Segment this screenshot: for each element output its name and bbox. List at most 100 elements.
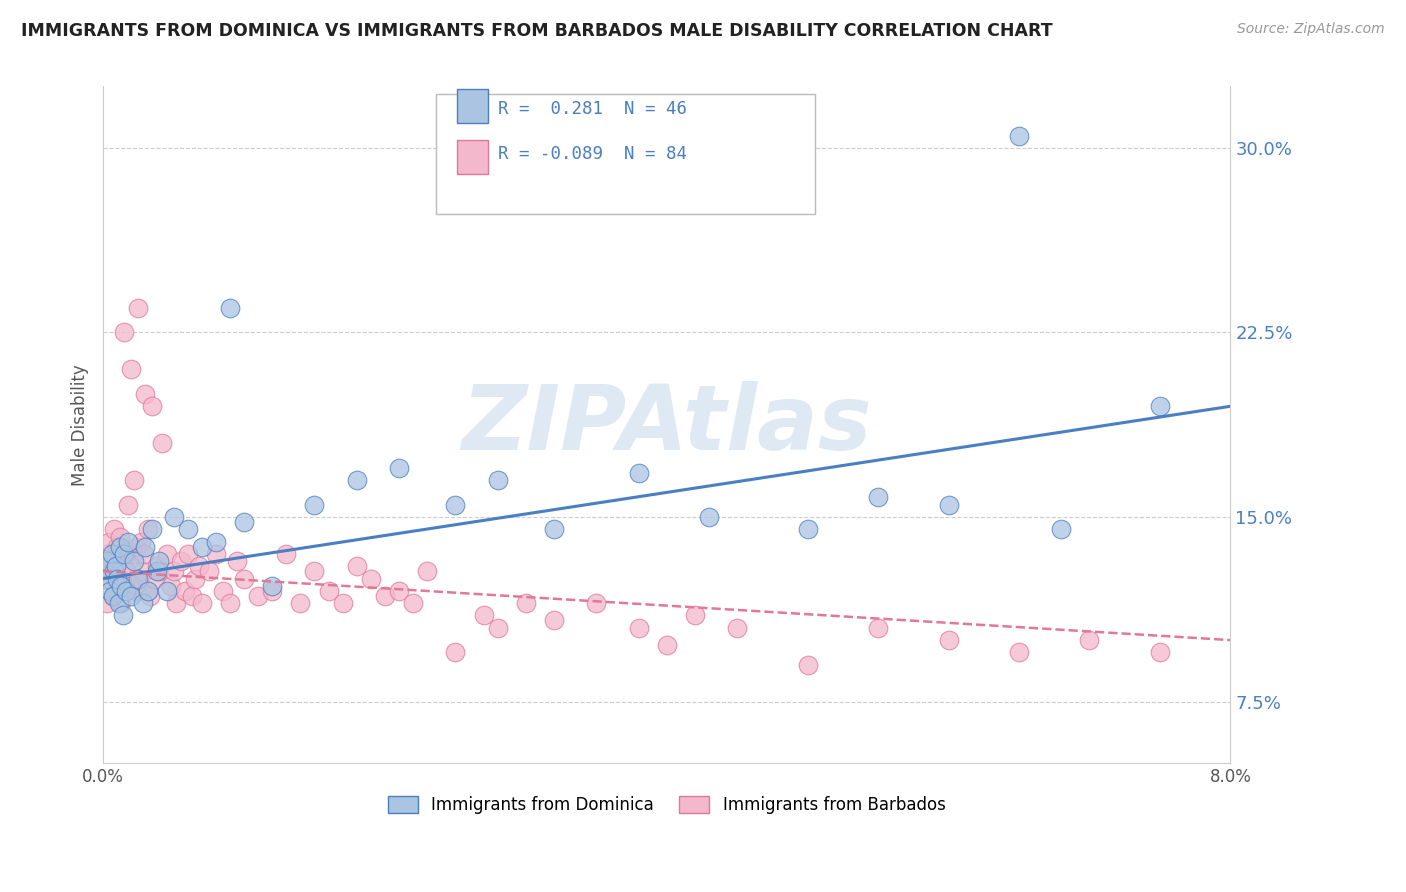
Point — [118, 579, 141, 593]
Point — [120, 589, 142, 603]
Point — [402, 596, 425, 610]
Point — [150, 436, 173, 450]
Point — [486, 621, 509, 635]
Point — [346, 559, 368, 574]
Point — [148, 554, 170, 568]
Point — [180, 589, 202, 603]
Point — [124, 583, 146, 598]
Point — [107, 572, 129, 586]
Point — [110, 579, 132, 593]
Point — [97, 534, 120, 549]
Point — [125, 540, 148, 554]
Text: ZIPAtlas: ZIPAtlas — [461, 381, 872, 468]
Point — [176, 522, 198, 536]
Point — [486, 473, 509, 487]
Point — [145, 559, 167, 574]
Point — [262, 579, 284, 593]
Point — [127, 572, 149, 586]
Point — [96, 596, 118, 610]
Point — [131, 564, 153, 578]
Text: IMMIGRANTS FROM DOMINICA VS IMMIGRANTS FROM BARBADOS MALE DISABILITY CORRELATION: IMMIGRANTS FROM DOMINICA VS IMMIGRANTS F… — [21, 22, 1053, 40]
Point — [247, 589, 270, 603]
Point — [173, 583, 195, 598]
Point — [304, 564, 326, 578]
Point — [101, 589, 124, 603]
Point — [169, 554, 191, 568]
Point — [868, 491, 890, 505]
Point — [938, 633, 960, 648]
Point — [444, 645, 467, 659]
Point — [205, 534, 228, 549]
Point — [290, 596, 312, 610]
Point — [1008, 645, 1031, 659]
Point — [108, 530, 131, 544]
Point — [233, 572, 256, 586]
Point — [796, 522, 818, 536]
Point — [938, 498, 960, 512]
Point — [105, 572, 128, 586]
Point — [127, 301, 149, 315]
Point — [132, 547, 155, 561]
Point — [115, 547, 138, 561]
Point — [93, 564, 115, 578]
Point — [134, 540, 156, 554]
Point — [374, 589, 396, 603]
Point — [135, 583, 157, 598]
Point — [98, 572, 121, 586]
Point — [100, 554, 122, 568]
Point — [122, 473, 145, 487]
Point — [104, 583, 127, 598]
Point — [155, 547, 177, 561]
Point — [212, 583, 235, 598]
Point — [111, 559, 134, 574]
Point — [388, 583, 411, 598]
Point — [205, 547, 228, 561]
Point — [108, 540, 131, 554]
Point — [332, 596, 354, 610]
Point — [304, 498, 326, 512]
Point — [138, 589, 160, 603]
Point — [697, 510, 720, 524]
Point — [94, 547, 117, 561]
Point — [114, 583, 136, 598]
Point — [262, 583, 284, 598]
Point — [98, 583, 121, 598]
Point — [796, 657, 818, 672]
Point — [543, 522, 565, 536]
Point — [141, 399, 163, 413]
Point — [141, 522, 163, 536]
Point — [276, 547, 298, 561]
Point — [117, 498, 139, 512]
Point — [198, 564, 221, 578]
Point — [112, 326, 135, 340]
Point — [136, 583, 159, 598]
Point — [103, 564, 125, 578]
Point — [416, 564, 439, 578]
Point — [162, 564, 184, 578]
Point — [105, 540, 128, 554]
Point — [112, 547, 135, 561]
Point — [111, 608, 134, 623]
Legend: Immigrants from Dominica, Immigrants from Barbados: Immigrants from Dominica, Immigrants fro… — [380, 788, 953, 822]
Point — [165, 596, 187, 610]
Point — [683, 608, 706, 623]
Point — [388, 460, 411, 475]
Point — [868, 621, 890, 635]
Point — [472, 608, 495, 623]
Point — [159, 579, 181, 593]
Point — [1050, 522, 1073, 536]
Point — [233, 515, 256, 529]
Point — [187, 559, 209, 574]
Point — [145, 564, 167, 578]
Point — [110, 596, 132, 610]
Point — [183, 572, 205, 586]
Point — [131, 596, 153, 610]
Point — [1078, 633, 1101, 648]
Point — [121, 547, 143, 561]
Y-axis label: Male Disability: Male Disability — [72, 364, 89, 485]
Point — [134, 387, 156, 401]
Point — [129, 534, 152, 549]
Point — [122, 554, 145, 568]
Point — [117, 534, 139, 549]
Point — [155, 583, 177, 598]
